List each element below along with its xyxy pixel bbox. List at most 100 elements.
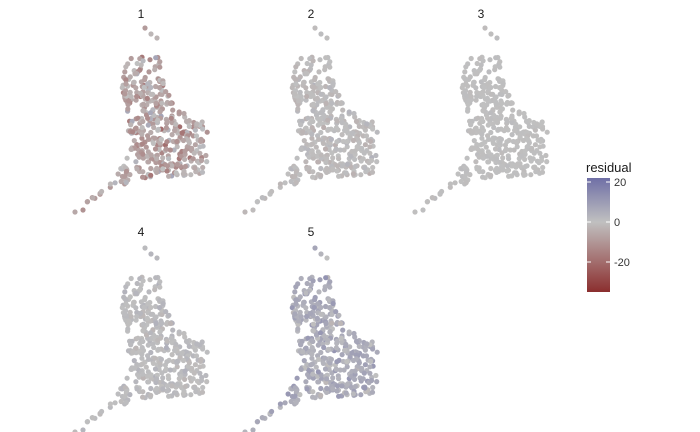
panel-5-point xyxy=(339,383,345,389)
panel-5-point xyxy=(310,328,316,334)
panel-2-point xyxy=(260,195,266,201)
panel-2-point xyxy=(323,55,329,61)
panel-3-point xyxy=(468,146,474,152)
panel-5-point xyxy=(242,429,248,432)
panel-1-point xyxy=(163,89,169,95)
panel-1-point xyxy=(140,118,146,125)
panel-1-point xyxy=(140,101,146,107)
panel-2-point xyxy=(282,180,288,186)
panel-1-point xyxy=(72,209,78,215)
panel-3-point xyxy=(530,156,536,162)
panel-5-point xyxy=(337,367,343,373)
panel-5-point xyxy=(304,313,310,320)
panel-1-point xyxy=(200,126,206,132)
panel-4-point xyxy=(123,297,129,303)
panel-1-point xyxy=(128,122,134,128)
panel-4-point xyxy=(200,346,206,352)
panel-5-point xyxy=(282,400,288,406)
panel-5-point xyxy=(304,386,310,392)
panel-3-point xyxy=(526,140,533,146)
panel-5-point xyxy=(336,312,342,318)
panel-2-point xyxy=(344,138,350,145)
panel-5-point xyxy=(292,289,298,295)
panel-1-point xyxy=(147,110,153,116)
panel-5-point xyxy=(336,376,342,382)
panel-3-point xyxy=(540,164,546,171)
panel-4-point xyxy=(166,376,172,382)
panel-1-point xyxy=(192,127,198,133)
panel-1-point xyxy=(128,146,134,152)
panel-4-point xyxy=(160,386,166,392)
panel-5-point xyxy=(356,343,362,349)
panel-1-point xyxy=(167,147,173,153)
panel-1-point xyxy=(136,154,142,160)
panel-1-point xyxy=(191,150,197,156)
panel-1-point xyxy=(107,181,113,187)
panel-3-point xyxy=(544,159,550,165)
panel-1-point xyxy=(163,125,169,131)
panel-3-point xyxy=(480,155,486,161)
panel-5-point xyxy=(323,320,329,327)
panel-1-point xyxy=(160,166,166,172)
panel-3-point xyxy=(494,169,500,175)
panel-1-point xyxy=(180,137,187,144)
panel-2-point xyxy=(309,131,315,137)
panel-2-point xyxy=(344,144,350,150)
panel-3-point xyxy=(495,126,502,132)
panel-2-point xyxy=(315,81,321,87)
panel-1-point xyxy=(115,171,121,177)
panel-2-point xyxy=(309,135,315,141)
panel-3-point xyxy=(439,188,445,195)
panel-1-point xyxy=(152,67,158,73)
panel-4-point xyxy=(169,352,175,358)
panel-1-point xyxy=(146,159,152,165)
panel-1-point xyxy=(160,155,166,161)
panel-5-point xyxy=(358,392,364,398)
panel-4-point xyxy=(115,391,121,397)
panel-4-point xyxy=(182,383,188,390)
panel-4-point xyxy=(118,398,124,405)
panel-1-point xyxy=(180,171,186,177)
panel-2-point xyxy=(344,161,350,167)
panel-1-point xyxy=(182,163,188,170)
panel-4-point xyxy=(123,301,129,307)
panel-2-point xyxy=(351,110,357,117)
panel-4-point xyxy=(182,376,188,382)
panel-5-point xyxy=(349,350,355,356)
panel-1-point xyxy=(199,169,206,175)
panel-5-point xyxy=(322,355,328,361)
panel-1-point xyxy=(140,174,146,180)
panel-5-point xyxy=(343,390,349,396)
panel-3-point xyxy=(514,138,520,145)
panel-1-point xyxy=(84,199,91,205)
panel-1-point xyxy=(126,98,132,104)
panel-5-point xyxy=(289,305,295,311)
panel-3-point xyxy=(504,118,510,124)
panel-1-point xyxy=(144,95,150,101)
panel-3-point xyxy=(483,144,489,150)
panel-4-point xyxy=(180,391,186,397)
panel-1-point xyxy=(182,148,188,154)
panel-2-point xyxy=(343,170,349,176)
panel-4: 4 xyxy=(72,225,210,432)
panel-3-point xyxy=(486,136,492,142)
panel-4-point xyxy=(136,374,142,380)
panel-5-point xyxy=(333,345,339,351)
panel-4-point xyxy=(148,392,154,398)
panel-1-point xyxy=(203,152,209,159)
panel-5-point xyxy=(305,335,311,341)
panel-5-point xyxy=(344,381,350,387)
panel-5-point xyxy=(336,393,342,399)
panel-2-point xyxy=(329,100,335,106)
panel-2-point xyxy=(349,130,355,136)
panel-5-point xyxy=(327,279,333,285)
panel-4-point xyxy=(134,386,140,392)
panel-5-point xyxy=(298,342,304,348)
panel-5-point xyxy=(316,289,322,295)
panel-4-point xyxy=(148,311,154,317)
panel-4-point xyxy=(140,278,146,284)
panel-2-point xyxy=(309,125,315,131)
panel-2-point xyxy=(297,89,303,95)
panel-5-point xyxy=(310,321,316,327)
legend-ticks: 20 0 -20 xyxy=(587,177,630,269)
